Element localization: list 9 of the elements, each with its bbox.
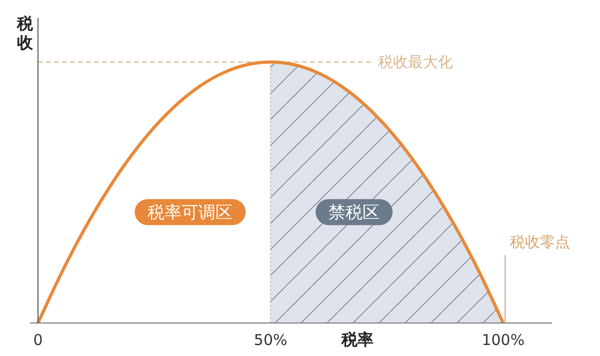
x-tick-label: 0 [33, 331, 43, 349]
ref-line-label: 税收最大化 [378, 53, 453, 71]
x-tick-label: 100% [482, 331, 525, 349]
x-axis-title: 税率 [340, 330, 374, 349]
y-axis-title: 税收 [16, 14, 34, 52]
x-tick-label: 50% [254, 331, 288, 349]
annotation: 禁税区 [328, 203, 380, 224]
annotation: 税率可调区 [148, 203, 233, 224]
annotation: 税收零点 [510, 233, 570, 251]
